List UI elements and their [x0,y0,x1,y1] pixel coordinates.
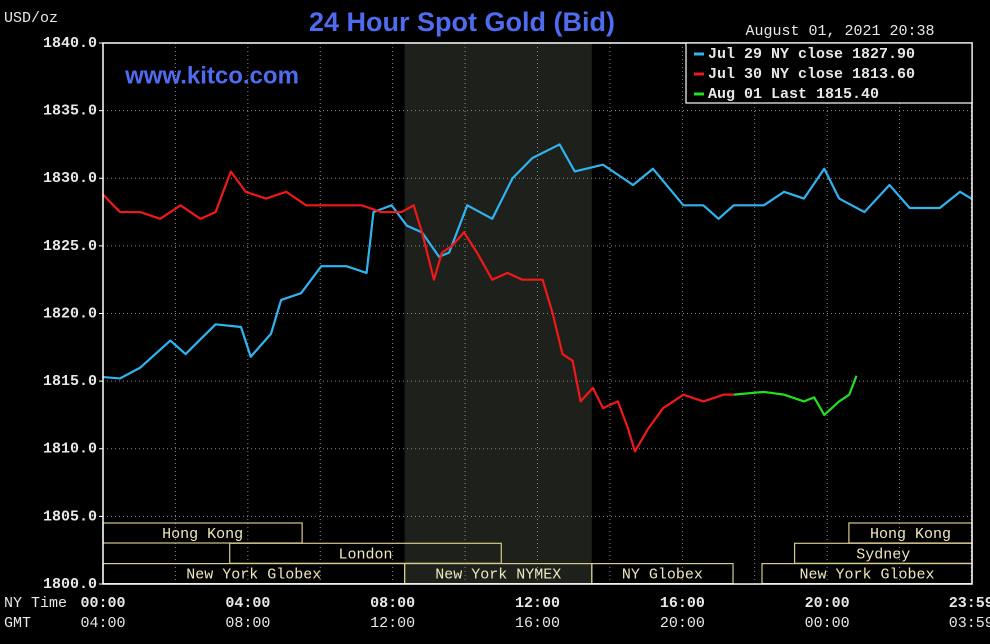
series-line [102,170,734,453]
session-label: Sydney [856,546,910,563]
y-tick-label: 1815.0 [43,373,97,390]
x-tick-label: 23:59 [949,595,990,612]
y-tick-label: 1805.0 [43,508,97,525]
y-tick-label: 1810.0 [43,441,97,458]
x-tick-label: 20:00 [805,595,850,612]
x-tick-label: 04:00 [225,595,270,612]
x2-tick-label: 20:00 [660,615,705,632]
y-tick-label: 1840.0 [43,35,97,52]
session-label: New York Globex [186,567,321,584]
chart-title: 24 Hour Spot Gold (Bid) [309,7,615,37]
session-label: Hong Kong [162,526,243,543]
y-axis-label: USD/oz [4,10,58,27]
x-axis-label: NY Time [4,595,67,612]
x2-tick-label: 00:00 [805,615,850,632]
x-tick-label: 08:00 [370,595,415,612]
series-line [733,375,858,417]
legend-box [685,42,973,104]
y-tick-label: 1830.0 [43,170,97,187]
y-tick-label: 1800.0 [43,576,97,593]
session-label: New York Globex [799,567,934,584]
x2-tick-label: 03:59 [949,615,990,632]
x2-tick-label: 16:00 [515,615,560,632]
x-tick-label: 00:00 [80,595,125,612]
x2-tick-label: 08:00 [225,615,270,632]
site-label: www.kitco.com [124,62,299,89]
legend-label: Jul 30 NY close 1813.60 [708,66,915,83]
plot-frame [102,42,973,585]
x2-tick-label: 04:00 [80,615,125,632]
session-label: Hong Kong [870,526,951,543]
y-tick-label: 1820.0 [43,305,97,322]
session-label: NY Globex [622,567,703,584]
timestamp: August 01, 2021 20:38 [745,23,934,40]
x2-tick-label: 12:00 [370,615,415,632]
y-tick-label: 1835.0 [43,103,97,120]
x-tick-label: 16:00 [660,595,705,612]
session-label: New York NYMEX [435,567,561,584]
legend-label: Aug 01 Last 1815.40 [708,86,879,103]
x2-axis-label: GMT [4,615,31,632]
session-label: London [339,546,393,563]
series-line [102,143,972,380]
y-tick-label: 1825.0 [43,238,97,255]
x-tick-label: 12:00 [515,595,560,612]
legend-label: Jul 29 NY close 1827.90 [708,46,915,63]
